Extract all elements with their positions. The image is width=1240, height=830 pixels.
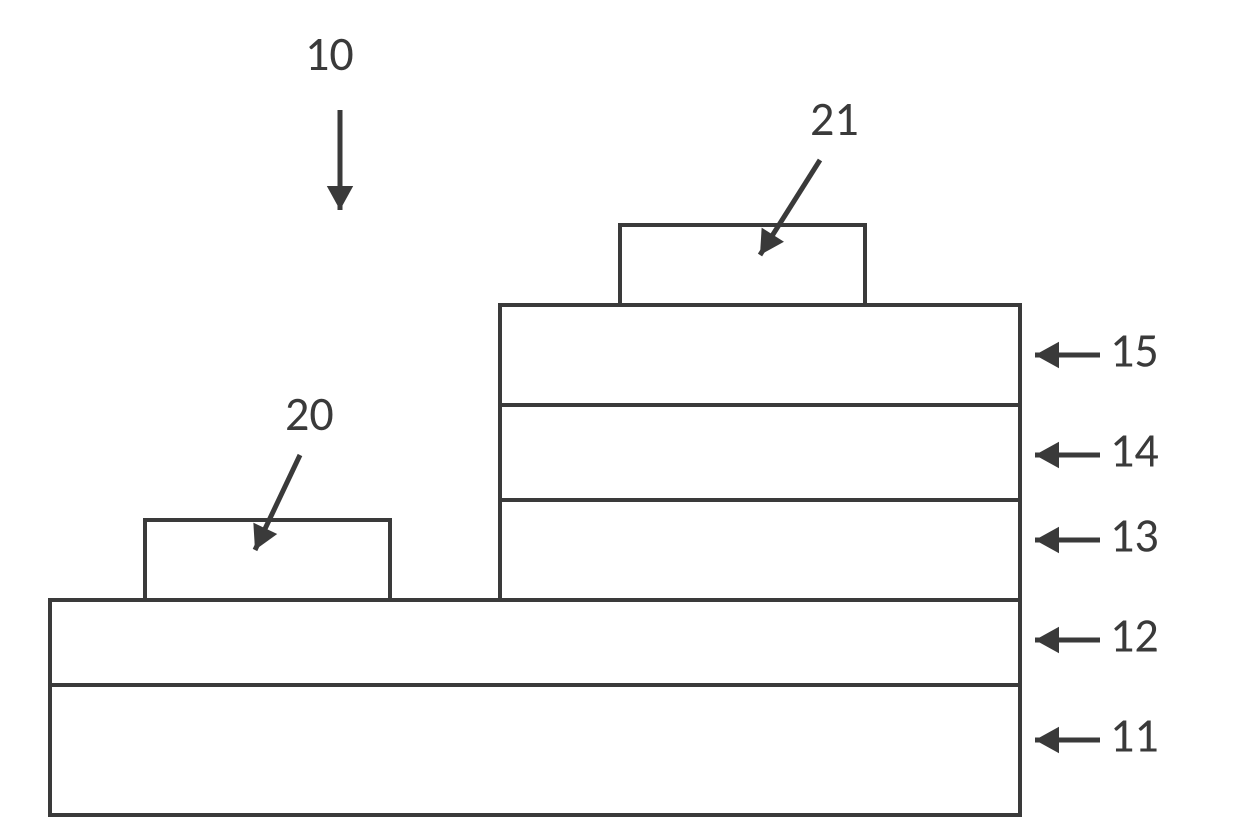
label-10: 10 — [305, 24, 354, 83]
label-13: 13 — [1110, 505, 1159, 564]
label-11: 11 — [1110, 705, 1159, 764]
arrow-head — [1035, 442, 1059, 468]
arrow-head — [1035, 727, 1059, 753]
layer-12 — [50, 600, 1020, 685]
arrow-head — [1035, 342, 1059, 368]
arrow-head — [327, 186, 353, 210]
label-12: 12 — [1110, 605, 1159, 664]
layer-11 — [50, 685, 1020, 815]
label-20: 20 — [285, 384, 334, 443]
layer-21 — [620, 225, 865, 305]
layer-14 — [500, 405, 1020, 500]
label-21: 21 — [810, 89, 859, 148]
layer-15 — [500, 305, 1020, 405]
diagram-stage: 15 14 13 12 11 10 21 20 — [0, 0, 1240, 830]
label-15: 15 — [1110, 320, 1159, 379]
arrow-head — [1035, 527, 1059, 553]
label-14: 14 — [1110, 420, 1159, 479]
layer-13 — [500, 500, 1020, 600]
arrow-head — [1035, 627, 1059, 653]
